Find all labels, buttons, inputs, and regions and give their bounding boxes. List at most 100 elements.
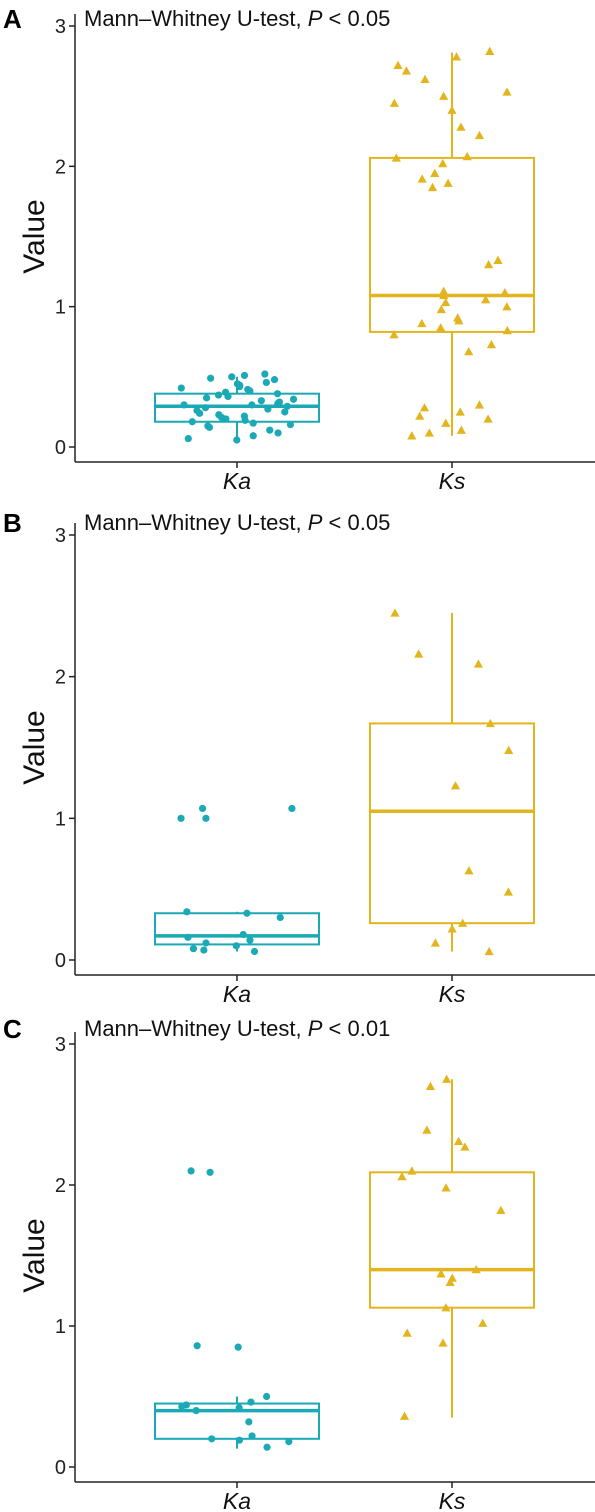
- box-rect: [369, 156, 535, 333]
- data-point: [276, 913, 284, 922]
- data-point: [246, 387, 254, 395]
- data-point: [430, 168, 440, 178]
- data-point: [496, 1205, 506, 1215]
- data-point: [399, 1411, 410, 1420]
- data-point: [249, 432, 257, 440]
- y-tick-label: 0: [55, 1457, 66, 1479]
- panel-label: C: [3, 1014, 22, 1044]
- data-point: [397, 1171, 407, 1181]
- data-point: [447, 924, 457, 933]
- y-tick-label: 1: [55, 808, 66, 830]
- data-point: [283, 402, 291, 410]
- data-point: [420, 74, 430, 84]
- box-rect: [154, 912, 320, 946]
- data-point: [474, 400, 485, 409]
- data-point: [425, 1081, 436, 1090]
- data-point: [493, 255, 503, 265]
- data-point: [241, 416, 249, 424]
- data-point: [198, 804, 207, 813]
- data-point: [447, 105, 457, 114]
- y-tick-label: 1: [55, 1316, 66, 1338]
- data-point: [483, 414, 493, 423]
- data-point: [438, 1338, 448, 1347]
- data-point: [407, 1166, 417, 1175]
- data-point: [424, 428, 434, 437]
- data-point: [263, 1443, 271, 1451]
- data-point: [441, 1183, 451, 1192]
- data-point: [200, 946, 208, 954]
- data-point: [390, 608, 400, 617]
- data-point: [478, 1318, 488, 1327]
- data-point: [389, 98, 399, 107]
- title-p: P: [308, 1016, 323, 1041]
- data-point: [415, 411, 425, 420]
- data-point: [189, 945, 198, 953]
- data-point: [206, 374, 215, 382]
- data-point: [235, 383, 244, 391]
- data-point: [438, 158, 448, 168]
- data-point: [462, 151, 472, 161]
- data-point: [188, 418, 196, 426]
- data-point: [222, 415, 230, 423]
- data-point: [184, 933, 192, 941]
- data-point: [248, 401, 256, 409]
- data-point: [201, 404, 210, 412]
- data-point: [208, 1435, 216, 1443]
- data-point: [245, 1418, 253, 1426]
- data-point: [439, 286, 449, 295]
- panel-label: B: [3, 508, 22, 538]
- box-rect: [369, 722, 535, 925]
- title-prefix: Mann–Whitney U-test,: [84, 510, 308, 535]
- x-tick-label: Ks: [439, 1488, 466, 1512]
- data-point: [233, 436, 241, 444]
- data-point: [503, 887, 513, 896]
- data-point: [430, 938, 440, 947]
- data-point: [262, 1392, 271, 1401]
- data-point: [441, 418, 451, 427]
- data-point: [393, 60, 403, 69]
- y-tick-label: 3: [55, 1034, 66, 1056]
- data-point: [502, 302, 512, 311]
- data-point: [239, 930, 247, 939]
- data-point: [266, 426, 274, 434]
- data-point: [196, 409, 204, 417]
- data-point: [281, 408, 289, 416]
- data-point: [261, 370, 269, 378]
- data-point: [264, 405, 272, 413]
- data-point: [202, 394, 211, 402]
- data-point: [270, 376, 279, 384]
- data-point: [235, 1404, 243, 1412]
- data-point: [274, 399, 282, 408]
- y-axis-label: Value: [18, 710, 51, 785]
- data-point: [443, 178, 453, 187]
- data-point: [187, 1167, 195, 1175]
- data-point: [285, 1438, 293, 1446]
- data-point: [180, 401, 188, 409]
- points-Ks: [390, 608, 514, 956]
- box-rect: [369, 1171, 535, 1309]
- data-point: [177, 384, 185, 392]
- data-point: [206, 1168, 214, 1176]
- data-point: [422, 1125, 432, 1134]
- data-point: [240, 371, 249, 380]
- data-point: [417, 318, 427, 328]
- data-point: [407, 431, 417, 440]
- y-tick-label: 3: [55, 16, 66, 38]
- data-point: [453, 1136, 464, 1145]
- data-point: [224, 392, 232, 401]
- data-point: [235, 1436, 243, 1444]
- data-point: [471, 1265, 481, 1274]
- data-point: [192, 1407, 200, 1415]
- data-point: [445, 1277, 455, 1286]
- data-point: [414, 649, 424, 658]
- data-point: [456, 122, 466, 131]
- chart-title: Mann–Whitney U-test, P < 0.01: [84, 1016, 390, 1041]
- title-suffix: < 0.05: [322, 510, 390, 535]
- x-tick-label: Ka: [223, 981, 251, 1007]
- data-point: [214, 391, 223, 399]
- x-tick-label: Ks: [439, 468, 466, 494]
- y-tick-label: 2: [55, 1175, 66, 1197]
- data-point: [234, 1343, 242, 1351]
- data-point: [289, 395, 298, 403]
